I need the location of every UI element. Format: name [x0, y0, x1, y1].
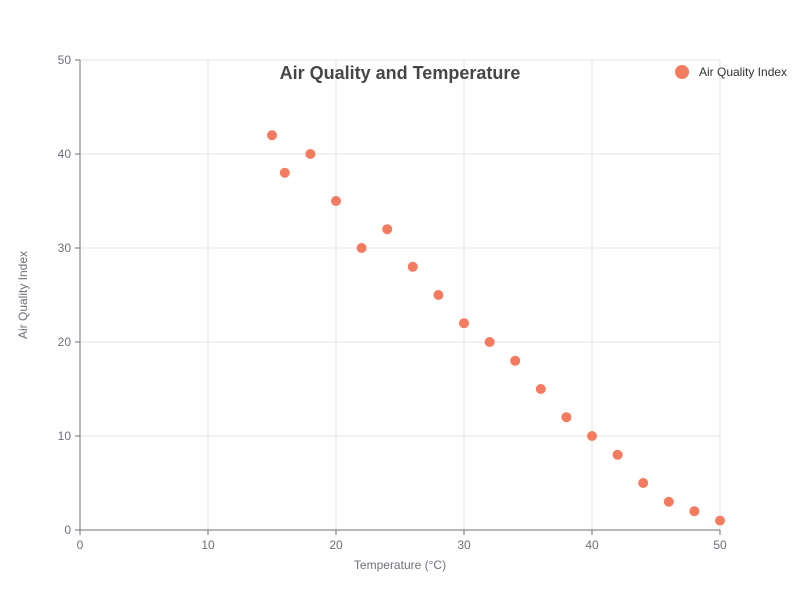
y-tick-label: 30	[58, 241, 72, 255]
scatter-point[interactable]	[305, 149, 316, 159]
y-axis-title: Air Quality Index	[16, 251, 30, 339]
scatter-point[interactable]	[510, 355, 521, 366]
scatter-point[interactable]	[382, 224, 393, 235]
y-tick-label: 0	[64, 523, 71, 537]
x-tick-label: 20	[329, 538, 343, 552]
scatter-point[interactable]	[459, 318, 469, 329]
scatter-point[interactable]	[407, 261, 418, 272]
x-tick-label: 40	[585, 538, 599, 552]
scatter-point[interactable]	[561, 412, 572, 423]
legend-label: Air Quality Index	[699, 65, 787, 79]
chart-title: Air Quality and Temperature	[280, 63, 521, 83]
axes: 0 10 20 30 40 50 0 10 20 30 40 50	[58, 53, 727, 552]
legend[interactable]: Air Quality Index	[675, 65, 787, 79]
x-tick-label: 30	[457, 538, 471, 552]
data-points	[267, 130, 725, 526]
y-tick-label: 10	[58, 429, 72, 443]
scatter-point[interactable]	[663, 496, 674, 507]
y-tick-label: 50	[58, 53, 72, 67]
scatter-point[interactable]	[587, 431, 597, 441]
scatter-point[interactable]	[433, 290, 444, 300]
scatter-point[interactable]	[267, 130, 277, 141]
legend-marker-icon	[675, 65, 689, 79]
x-tick-label: 0	[77, 538, 84, 552]
scatter-point[interactable]	[484, 337, 495, 347]
scatter-point[interactable]	[279, 167, 290, 178]
scatter-point[interactable]	[331, 196, 341, 206]
y-tick-label: 40	[58, 147, 72, 161]
y-tick-label: 20	[58, 335, 72, 349]
scatter-point[interactable]	[638, 478, 649, 488]
scatter-point[interactable]	[715, 515, 725, 526]
x-tick-label: 50	[713, 538, 727, 552]
scatter-point[interactable]	[612, 449, 623, 460]
scatter-point[interactable]	[535, 384, 546, 394]
scatter-point[interactable]	[689, 506, 700, 517]
grid	[80, 59, 721, 530]
x-axis-title: Temperature (°C)	[354, 558, 446, 572]
x-tick-label: 10	[201, 538, 215, 552]
scatter-point[interactable]	[356, 243, 367, 253]
